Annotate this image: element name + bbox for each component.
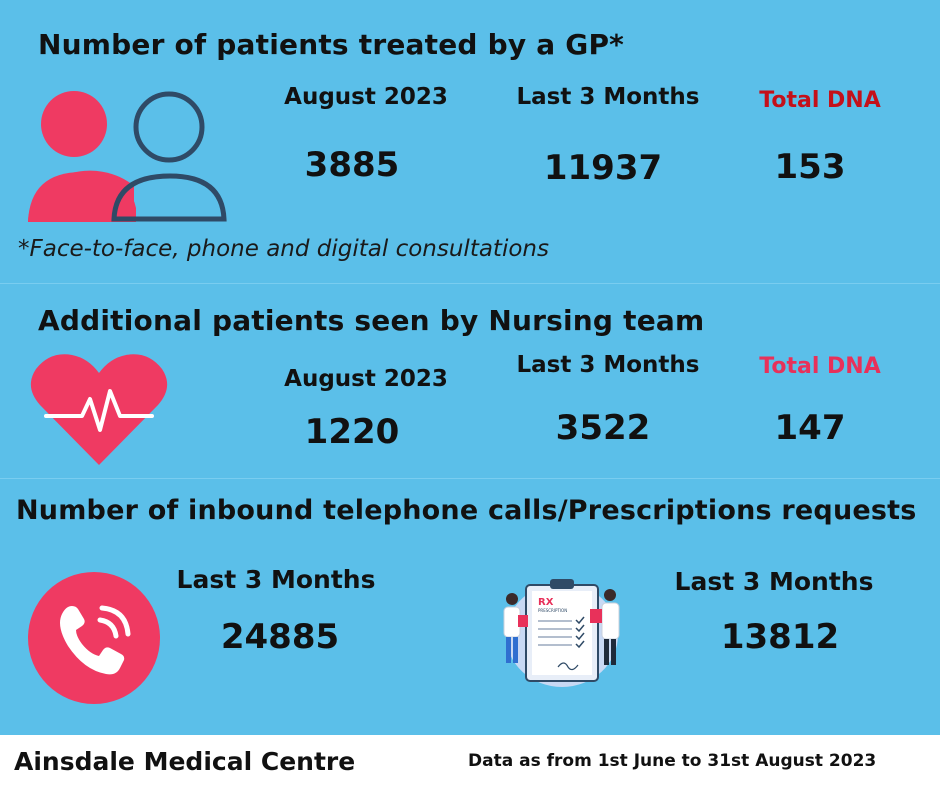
phone-icon <box>28 572 160 704</box>
footer-practice-name: Ainsdale Medical Centre <box>14 747 356 776</box>
phone-value: 24885 <box>220 617 340 657</box>
heartbeat-icon <box>30 354 168 465</box>
people-icon <box>28 91 227 222</box>
rx-value: 13812 <box>720 617 840 657</box>
calls-section: Number of inbound telephone calls/Prescr… <box>0 478 940 736</box>
gp-month-value: 3885 <box>304 145 400 185</box>
nursing-dna-label: Total DNA <box>759 354 881 379</box>
nursing-section: Additional patients seen by Nursing team… <box>0 283 940 479</box>
gp-dna-label: Total DNA <box>759 88 881 113</box>
footer: Ainsdale Medical Centre Data as from 1st… <box>0 735 940 788</box>
gp-dna-value: 153 <box>774 147 846 187</box>
calls-title: Number of inbound telephone calls/Prescr… <box>16 495 917 526</box>
nursing-month-label: August 2023 <box>284 366 448 392</box>
rx-badge: RX <box>538 597 554 608</box>
nursing-title: Additional patients seen by Nursing team <box>38 304 705 337</box>
nursing-month-value: 1220 <box>304 412 400 452</box>
gp-quarter-value: 11937 <box>543 148 663 188</box>
gp-quarter-label: Last 3 Months <box>516 84 700 110</box>
footer-date-note: Data as from 1st June to 31st August 202… <box>468 751 877 771</box>
gp-month-label: August 2023 <box>284 84 448 110</box>
nursing-quarter-label: Last 3 Months <box>516 352 700 378</box>
gp-footnote: *Face-to-face, phone and digital consult… <box>18 236 549 262</box>
nursing-quarter-value: 3522 <box>555 408 651 448</box>
prescription-icon: RX PRESCRIPTION <box>503 579 620 687</box>
phone-label: Last 3 Months <box>176 565 376 594</box>
nursing-dna-value: 147 <box>774 408 846 448</box>
gp-section: Number of patients treated by a GP* Augu… <box>0 0 940 283</box>
rx-sub-label: PRESCRIPTION <box>538 608 567 613</box>
gp-title: Number of patients treated by a GP* <box>38 28 625 61</box>
rx-label: Last 3 Months <box>674 567 874 596</box>
